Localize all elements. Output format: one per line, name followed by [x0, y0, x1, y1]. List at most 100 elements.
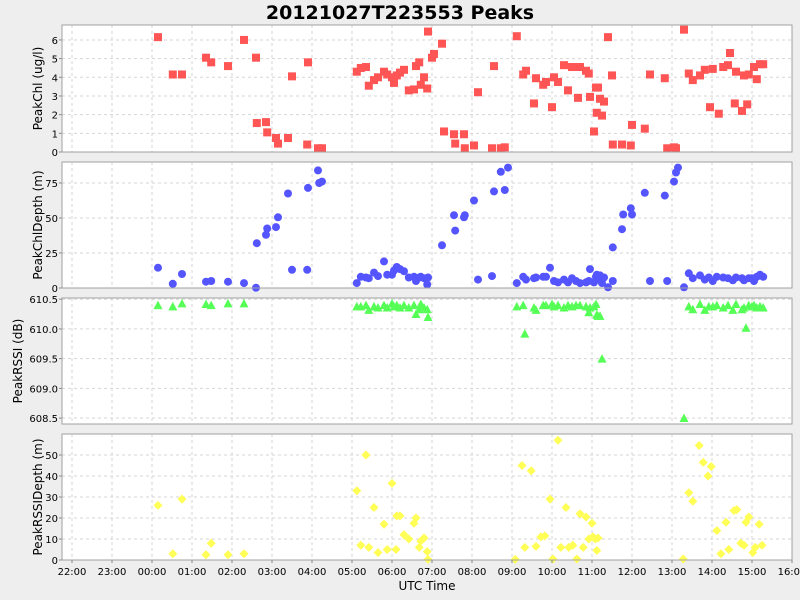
data-point — [679, 413, 689, 423]
y-tick-label: 5 — [52, 55, 58, 66]
data-point — [177, 494, 187, 504]
data-point — [700, 65, 709, 74]
plot-area — [62, 162, 792, 288]
data-point — [272, 223, 280, 232]
data-point — [604, 33, 612, 42]
data-point — [262, 118, 270, 127]
data-point — [646, 70, 654, 79]
data-point — [223, 550, 233, 560]
data-point — [438, 241, 446, 250]
y-tick-label: 50 — [45, 214, 58, 225]
data-point — [423, 280, 432, 289]
data-point — [597, 354, 607, 363]
data-point — [500, 186, 509, 194]
y-axis-label: PeakRSSI (dB) — [11, 319, 25, 404]
data-point — [410, 85, 418, 94]
data-point — [352, 486, 362, 496]
data-point — [750, 63, 758, 72]
y-tick-label: 610.0 — [29, 325, 58, 336]
data-point — [361, 450, 371, 460]
panel-peakrssi: 608.5 609.0 609.5 610.0 610.5 PeakRSSI (dB) — [11, 295, 793, 425]
y-tick-label: 0 — [52, 284, 58, 295]
data-point — [423, 84, 432, 93]
data-point — [404, 86, 413, 95]
data-point — [440, 127, 448, 136]
data-point — [404, 534, 414, 544]
y-tick-label: 25 — [45, 249, 58, 260]
x-tick-label: 10:00 — [538, 567, 567, 578]
data-point — [593, 533, 603, 543]
data-point — [274, 213, 282, 222]
data-point — [240, 35, 248, 44]
data-point — [712, 300, 722, 310]
data-point — [395, 511, 405, 521]
data-point — [262, 230, 270, 239]
data-point — [532, 74, 540, 83]
data-point — [663, 277, 672, 285]
data-point — [451, 139, 460, 148]
data-point — [628, 120, 636, 129]
data-point — [754, 519, 764, 529]
data-point — [626, 141, 635, 150]
data-point — [400, 65, 408, 74]
y-tick-label: 4 — [52, 73, 58, 84]
data-point — [414, 542, 424, 552]
data-point — [178, 270, 186, 278]
data-point — [688, 304, 698, 314]
data-point — [680, 25, 688, 34]
data-point — [424, 27, 432, 36]
data-point — [586, 92, 594, 101]
y-tick-label: 6 — [52, 36, 58, 47]
data-point — [390, 78, 398, 87]
x-tick-label: 04:00 — [298, 567, 327, 578]
x-tick-label: 07:00 — [418, 567, 447, 578]
data-point — [400, 267, 408, 276]
data-point — [731, 299, 741, 308]
data-point — [706, 103, 714, 112]
data-point — [559, 303, 569, 312]
data-point — [252, 119, 261, 128]
data-point — [591, 299, 601, 308]
y-axis-label: PeakChlDepth (m) — [31, 170, 45, 279]
data-point — [154, 263, 162, 272]
data-point — [369, 503, 379, 512]
data-point — [488, 272, 496, 281]
y-axis-label: PeakChl (ug/l) — [31, 47, 45, 131]
data-point — [561, 503, 571, 512]
data-point — [706, 462, 716, 472]
data-point — [732, 273, 740, 282]
x-tick-label: 23:00 — [98, 567, 127, 578]
y-tick-label: 0 — [52, 148, 58, 159]
data-point — [592, 108, 601, 117]
plot-frame — [61, 24, 793, 153]
data-point — [759, 272, 768, 281]
y-tick-label: 20 — [45, 514, 58, 525]
x-tick-label: 05:00 — [338, 567, 367, 578]
data-point — [684, 488, 694, 498]
plot-frame — [61, 433, 793, 561]
data-point — [680, 283, 688, 292]
data-point — [206, 538, 216, 548]
data-point — [415, 58, 424, 67]
data-point — [626, 204, 635, 213]
x-tick-label: 12:00 — [618, 567, 647, 578]
data-point — [450, 211, 458, 220]
data-point — [201, 550, 211, 560]
data-point — [568, 540, 578, 550]
data-point — [284, 189, 292, 198]
data-point — [628, 210, 636, 219]
x-tick-label: 02:00 — [218, 567, 247, 578]
data-point — [438, 39, 446, 48]
y-tick-label: 610.5 — [29, 295, 58, 306]
data-point — [303, 265, 312, 274]
data-point — [590, 127, 598, 136]
data-point — [178, 70, 186, 79]
x-tick-label: 03:00 — [258, 567, 287, 578]
data-point — [399, 300, 409, 310]
data-point — [724, 61, 732, 70]
data-point — [587, 518, 597, 528]
data-point — [674, 163, 682, 172]
data-point — [411, 513, 421, 523]
